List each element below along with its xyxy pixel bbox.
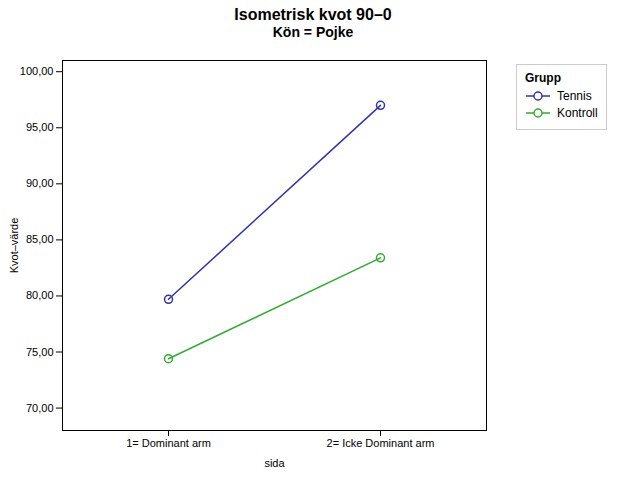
html-text:Grupp: Grupp: [525, 71, 561, 85]
svg-text:100,00: 100,00: [20, 65, 54, 77]
svg-text:70,00: 70,00: [26, 402, 54, 414]
svg-text:85,00: 85,00: [26, 233, 54, 245]
svg-text:75,00: 75,00: [26, 346, 54, 358]
html-text:Isometrisk kvot 90–0: Isometrisk kvot 90–0: [234, 6, 392, 23]
svg-text:95,00: 95,00: [26, 121, 54, 133]
svg-text:1= Dominant arm: 1= Dominant arm: [126, 437, 211, 449]
svg-text:Kvot–värde: Kvot–värde: [8, 218, 20, 274]
svg-text:90,00: 90,00: [26, 177, 54, 189]
svg-text:2= Icke Dominant arm: 2= Icke Dominant arm: [327, 437, 435, 449]
html-text:Tennis: Tennis: [557, 89, 592, 103]
svg-text:sida: sida: [264, 457, 285, 469]
html-text:Kontroll: Kontroll: [557, 106, 598, 120]
html-text:Kön = Pojke: Kön = Pojke: [272, 24, 354, 40]
svg-text:80,00: 80,00: [26, 289, 54, 301]
